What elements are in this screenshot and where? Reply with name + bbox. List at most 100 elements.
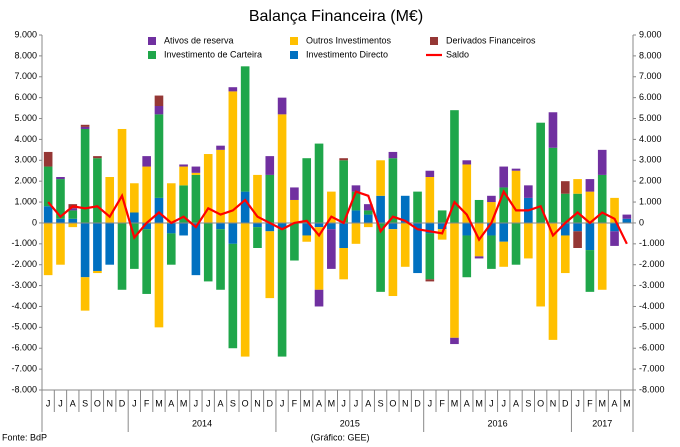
x-tick-label: J: [428, 398, 433, 408]
y-tick-label-right: 1.000: [639, 196, 662, 206]
bar: [68, 210, 78, 219]
x-tick-label: M: [155, 398, 163, 408]
bar: [339, 248, 348, 280]
bar: [93, 156, 102, 159]
bar: [425, 177, 435, 223]
x-tick-label: J: [132, 398, 137, 408]
bar: [56, 177, 65, 180]
bar: [388, 229, 398, 297]
bar: [203, 222, 213, 282]
bar: [80, 222, 90, 278]
y-tick-label-right: 3.000: [639, 155, 662, 165]
bar: [277, 229, 287, 357]
bar: [117, 128, 127, 223]
x-tick-label: S: [230, 398, 236, 408]
x-tick-label: J: [489, 398, 494, 408]
y-tick-label-right: 2.000: [639, 176, 662, 186]
bar: [573, 222, 582, 232]
bar: [228, 222, 238, 244]
y-tick-label-right: -6.000: [639, 343, 665, 353]
y-tick-label: -8.000: [11, 384, 37, 394]
x-tick-label: F: [587, 398, 593, 408]
x-tick-label: D: [414, 398, 421, 408]
bar: [277, 222, 287, 230]
x-tick-label: N: [402, 398, 409, 408]
legend-label: Derivados Financeiros: [446, 35, 536, 45]
bar: [597, 174, 607, 223]
bar: [290, 199, 299, 223]
bar: [573, 179, 582, 194]
bar: [560, 235, 570, 274]
bar: [240, 222, 250, 357]
bar: [560, 181, 570, 194]
y-tick-label-right: -4.000: [639, 301, 665, 311]
bar: [314, 227, 324, 290]
x-tick-label: J: [501, 398, 506, 408]
bar: [622, 218, 632, 223]
x-tick-label: J: [206, 398, 211, 408]
x-tick-label: A: [612, 398, 618, 408]
bar: [277, 97, 287, 115]
legend-swatch: [290, 37, 298, 45]
bar: [253, 222, 262, 228]
bar: [228, 243, 238, 349]
bar: [450, 110, 459, 223]
bar: [388, 151, 398, 159]
bar: [536, 222, 545, 307]
x-tick-label: J: [354, 398, 359, 408]
bar: [253, 227, 262, 248]
bar: [142, 229, 151, 294]
bar: [166, 183, 176, 223]
bar: [585, 191, 595, 223]
x-tick-label: A: [464, 398, 470, 408]
bar: [524, 185, 533, 198]
bar: [548, 112, 558, 148]
bar: [327, 229, 336, 269]
bar: [474, 199, 484, 223]
bar: [524, 222, 533, 259]
bar: [179, 166, 188, 186]
x-tick-label: S: [525, 398, 531, 408]
y-tick-label-right: 9.000: [639, 29, 662, 39]
bar: [68, 218, 78, 223]
legend-swatch: [148, 37, 156, 45]
bar: [462, 160, 472, 165]
bar: [413, 191, 422, 223]
bar: [388, 222, 398, 230]
bar: [499, 222, 509, 242]
y-tick-label: 5.000: [14, 113, 37, 123]
y-tick-label: 2.000: [14, 176, 37, 186]
bar: [203, 154, 213, 223]
legend-swatch: [148, 51, 156, 59]
bar: [437, 210, 447, 223]
bar: [56, 222, 65, 265]
bar: [474, 256, 484, 259]
y-tick-label-right: 8.000: [639, 50, 662, 60]
x-tick-label: M: [303, 398, 311, 408]
x-tick-label: D: [119, 398, 126, 408]
y-tick-label-right: -7.000: [639, 363, 665, 373]
bar: [462, 164, 472, 223]
y-tick-label: 4.000: [14, 134, 37, 144]
year-label: 2017: [592, 418, 612, 428]
y-tick-label-right: 5.000: [639, 113, 662, 123]
y-tick-label: -7.000: [11, 363, 37, 373]
bar: [548, 147, 558, 223]
x-tick-label: J: [575, 398, 580, 408]
x-tick-label: J: [58, 398, 63, 408]
x-tick-label: A: [70, 398, 76, 408]
y-tick-label: -4.000: [11, 301, 37, 311]
bar: [487, 195, 496, 203]
legend-label: Investimento Directo: [306, 49, 388, 59]
bar: [573, 193, 582, 223]
bar: [314, 143, 324, 223]
bar: [388, 158, 398, 223]
bar: [462, 235, 472, 278]
y-tick-label-right: -5.000: [639, 322, 665, 332]
y-tick-label: 1.000: [14, 196, 37, 206]
y-tick-label-right: -1.000: [639, 238, 665, 248]
bar: [117, 222, 127, 290]
y-tick-label: -1.000: [11, 238, 37, 248]
bar: [425, 222, 435, 234]
